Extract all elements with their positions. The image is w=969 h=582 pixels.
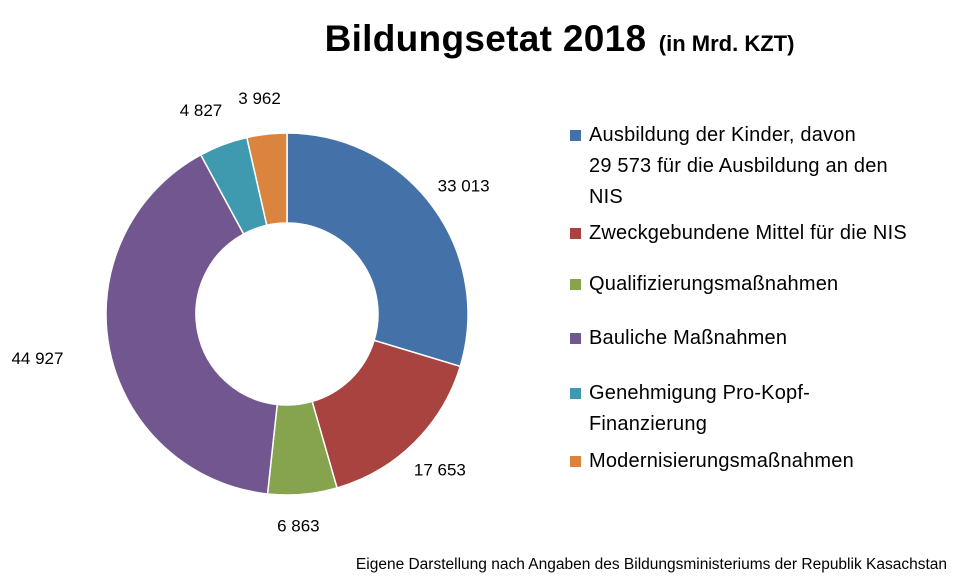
legend-label: Bauliche Maßnahmen	[589, 323, 787, 354]
donut-slice-2	[311, 339, 462, 489]
legend-label-line: NIS	[589, 186, 623, 208]
legend-item-2: Zweckgebundene Mittel für die NIS	[570, 218, 907, 249]
donut-slices	[105, 132, 469, 496]
donut-slice-4	[105, 153, 279, 495]
data-label-2: 17 653	[414, 460, 466, 479]
chart-title: Bildungsetat 2018 (in Mrd. KZT)	[0, 18, 969, 60]
legend-swatch	[570, 279, 581, 290]
source-footnote: Eigene Darstellung nach Angaben des Bild…	[355, 556, 947, 573]
legend-label-line: Zweckgebundene Mittel für die NIS	[589, 222, 907, 244]
data-label-6: 3 962	[238, 89, 281, 108]
data-label-5: 4 827	[180, 101, 223, 120]
legend-label: Modernisierungsmaßnahmen	[589, 446, 854, 477]
legend-swatch	[570, 456, 581, 467]
legend-item-6: Modernisierungsmaßnahmen	[570, 446, 854, 477]
legend-item-1: Ausbildung der Kinder, davon 29 573 für d…	[570, 120, 888, 213]
chart-title-unit: (in Mrd. KZT)	[658, 31, 795, 56]
donut-slice-1	[286, 132, 469, 368]
legend-label-line: Bauliche Maßnahmen	[589, 327, 788, 349]
legend-item-4: Bauliche Maßnahmen	[570, 323, 787, 354]
legend-label-line: Ausbildung der Kinder, davon	[589, 124, 856, 146]
legend-swatch	[570, 388, 581, 399]
legend-swatch	[570, 228, 581, 239]
data-label-4: 44 927	[11, 349, 63, 368]
legend-label-line: Genehmigung Pro-Kopf-	[589, 382, 810, 404]
legend-item-5: Genehmigung Pro-Kopf- Finanzierung	[570, 378, 810, 440]
legend-label-line: Modernisierungsmaßnahmen	[589, 450, 854, 472]
legend-label: Ausbildung der Kinder, davon 29 573 für d…	[589, 120, 888, 213]
chart-title-main: Bildungsetat 2018	[324, 18, 647, 59]
data-labels: 33 013 17 653 6 863 44 927 4 827 3 962	[11, 89, 489, 536]
legend-swatch	[570, 130, 581, 141]
donut-slice-6	[245, 132, 288, 227]
legend-label-line: 29 573 für die Ausbildung an den	[589, 155, 888, 177]
legend-label: Zweckgebundene Mittel für die NIS	[589, 218, 907, 249]
legend-item-3: Qualifizierungsmaßnahmen	[570, 269, 838, 300]
legend-label-line: Qualifizierungsmaßnahmen	[589, 273, 839, 295]
legend-label: Qualifizierungsmaßnahmen	[589, 269, 838, 300]
legend-label-line: Finanzierung	[589, 413, 708, 435]
data-label-3: 6 863	[277, 517, 320, 536]
data-label-1: 33 013	[438, 176, 490, 195]
legend-swatch	[570, 333, 581, 344]
legend-label: Genehmigung Pro-Kopf- Finanzierung	[589, 378, 810, 440]
